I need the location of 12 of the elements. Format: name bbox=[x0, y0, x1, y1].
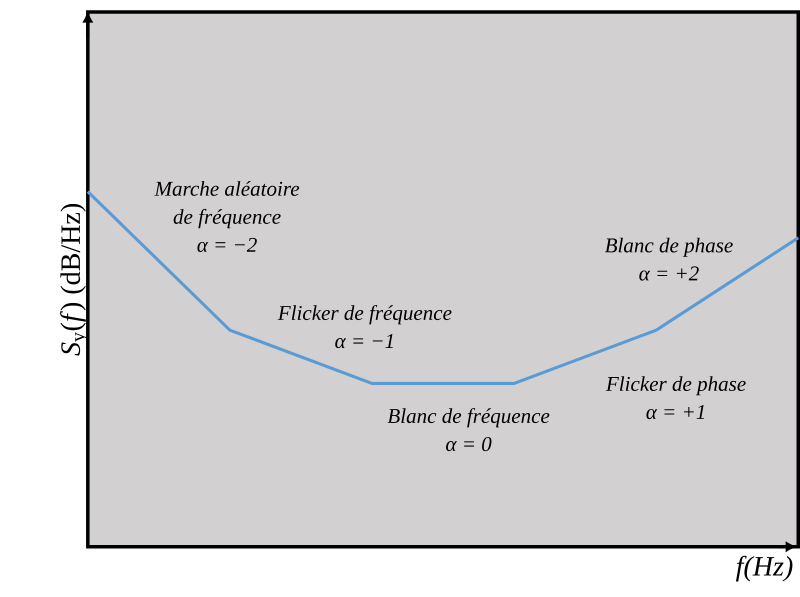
annotation: Flicker de fréquence bbox=[278, 305, 452, 325]
annotation: α = +2 bbox=[639, 266, 699, 281]
annotation: de fréquence bbox=[174, 209, 281, 228]
annotation: Marche aléatoire bbox=[154, 181, 300, 196]
annotation: α = +1 bbox=[646, 405, 704, 420]
x-axis-title: f(Hz) bbox=[736, 556, 792, 582]
annotation: Blanc de phase bbox=[604, 238, 733, 257]
annotation: α = −2 bbox=[197, 238, 257, 252]
annotation: Flicker de phase bbox=[606, 376, 746, 396]
annotation: α = −1 bbox=[335, 334, 393, 348]
annotation: Blanc de fréquence bbox=[388, 408, 550, 428]
annotation: α = 0 bbox=[446, 437, 492, 452]
